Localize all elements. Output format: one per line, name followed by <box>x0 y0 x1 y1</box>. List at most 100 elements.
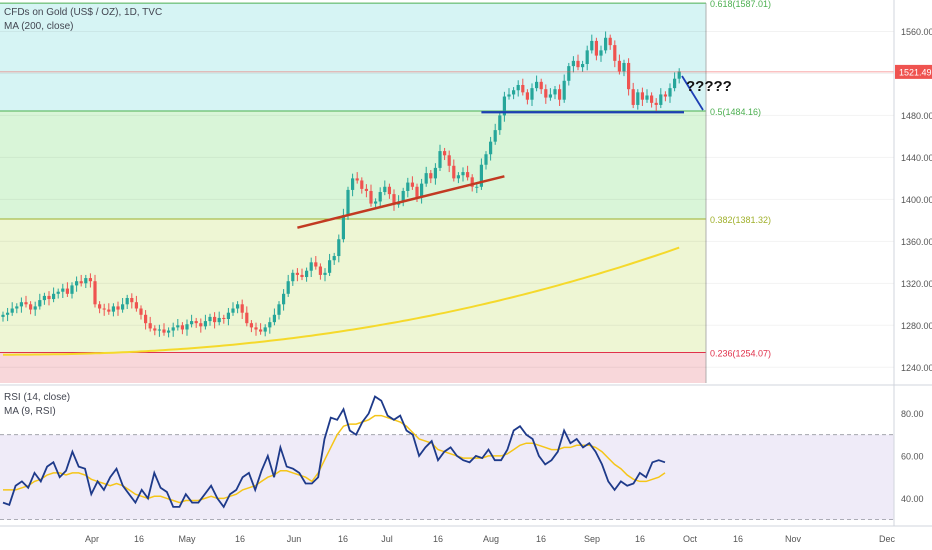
rsi-band <box>0 434 894 520</box>
candle <box>24 295 28 308</box>
candle <box>33 301 37 316</box>
candle <box>300 268 304 281</box>
price-tick-label: 1400.00 <box>901 195 932 205</box>
candle <box>489 136 493 161</box>
fib-label: 0.382(1381.32) <box>710 215 771 225</box>
candle-body <box>530 88 534 100</box>
fib-label: 0.5(1484.16) <box>710 107 761 117</box>
candle-body <box>604 37 608 51</box>
candle <box>305 267 309 282</box>
trend-line <box>297 175 505 229</box>
candle-body <box>410 182 414 187</box>
time-tick-label: Oct <box>683 534 698 544</box>
candle-body <box>318 266 322 275</box>
candle-body <box>677 71 681 79</box>
candle <box>420 178 424 204</box>
candle-body <box>383 186 387 193</box>
annotation-text: ????? <box>686 78 732 95</box>
candle-body <box>29 304 33 310</box>
candle-body <box>470 177 474 187</box>
fib-zone <box>0 111 706 219</box>
rsi-ma-legend: MA (9, RSI) <box>4 406 56 417</box>
candle <box>180 322 184 335</box>
projection-line <box>681 75 704 111</box>
candle <box>548 88 552 101</box>
candle-body <box>663 94 667 97</box>
candle <box>599 45 603 62</box>
candle-body <box>268 322 272 328</box>
candle-body <box>576 60 580 68</box>
candle <box>268 317 272 334</box>
candle-body <box>107 309 111 312</box>
candle <box>203 314 207 330</box>
candle-body <box>438 151 442 168</box>
candle-body <box>180 325 184 330</box>
candle <box>125 294 129 310</box>
candle <box>443 147 447 161</box>
price-legend: CFDs on Gold (US$ / OZ), 1D, TVC MA (200… <box>4 6 162 34</box>
candle <box>171 322 175 337</box>
candle <box>10 302 14 316</box>
candle <box>364 184 368 198</box>
candle-body <box>636 92 640 105</box>
candle-body <box>466 172 470 178</box>
time-tick-label: Apr <box>85 534 99 544</box>
candle <box>93 274 97 308</box>
candle <box>98 301 102 314</box>
candle-body <box>328 260 332 273</box>
candle <box>337 234 341 263</box>
candle-body <box>286 281 290 294</box>
price-tick-label: 1240.00 <box>901 363 932 373</box>
candle <box>38 293 42 310</box>
candle <box>650 92 654 108</box>
candle-body <box>199 323 203 327</box>
candle <box>208 313 212 326</box>
candle <box>484 151 488 170</box>
candle-body <box>447 155 451 166</box>
candle-body <box>305 270 309 278</box>
candle-body <box>392 194 396 205</box>
candle-body <box>240 304 244 313</box>
rsi-tick-label: 60.00 <box>901 451 924 461</box>
candle-body <box>88 278 92 282</box>
candle <box>668 83 672 103</box>
candle <box>590 34 594 54</box>
candle-body <box>153 328 157 331</box>
candle <box>291 269 295 286</box>
time-tick-label: 16 <box>635 534 645 544</box>
candle-body <box>544 89 548 98</box>
candle-body <box>387 186 391 195</box>
candle <box>516 80 520 97</box>
candle <box>226 307 230 326</box>
candle-body <box>47 295 51 300</box>
candle <box>466 165 470 181</box>
candle <box>75 276 79 292</box>
candle-body <box>24 302 28 305</box>
candle <box>153 325 157 336</box>
rsi-line <box>2 395 666 509</box>
candle <box>645 89 649 103</box>
ma200-line <box>3 246 680 356</box>
candle <box>594 37 598 61</box>
candle <box>52 287 56 303</box>
candle-body <box>608 37 612 46</box>
time-tick-label: 16 <box>536 534 546 544</box>
candle <box>286 274 290 297</box>
candle <box>116 301 120 316</box>
candle <box>512 87 516 100</box>
candle-body <box>590 40 594 51</box>
candle <box>107 303 111 315</box>
candle <box>323 268 327 282</box>
candle-body <box>185 324 189 330</box>
candle-body <box>502 96 506 116</box>
candle-body <box>594 40 598 56</box>
candle-body <box>654 102 658 105</box>
candle <box>677 68 681 84</box>
candle <box>558 84 562 106</box>
candle-body <box>525 92 529 100</box>
candle-body <box>134 302 138 309</box>
candle-body <box>498 115 502 131</box>
candle <box>167 327 171 338</box>
candle-body <box>364 188 368 191</box>
